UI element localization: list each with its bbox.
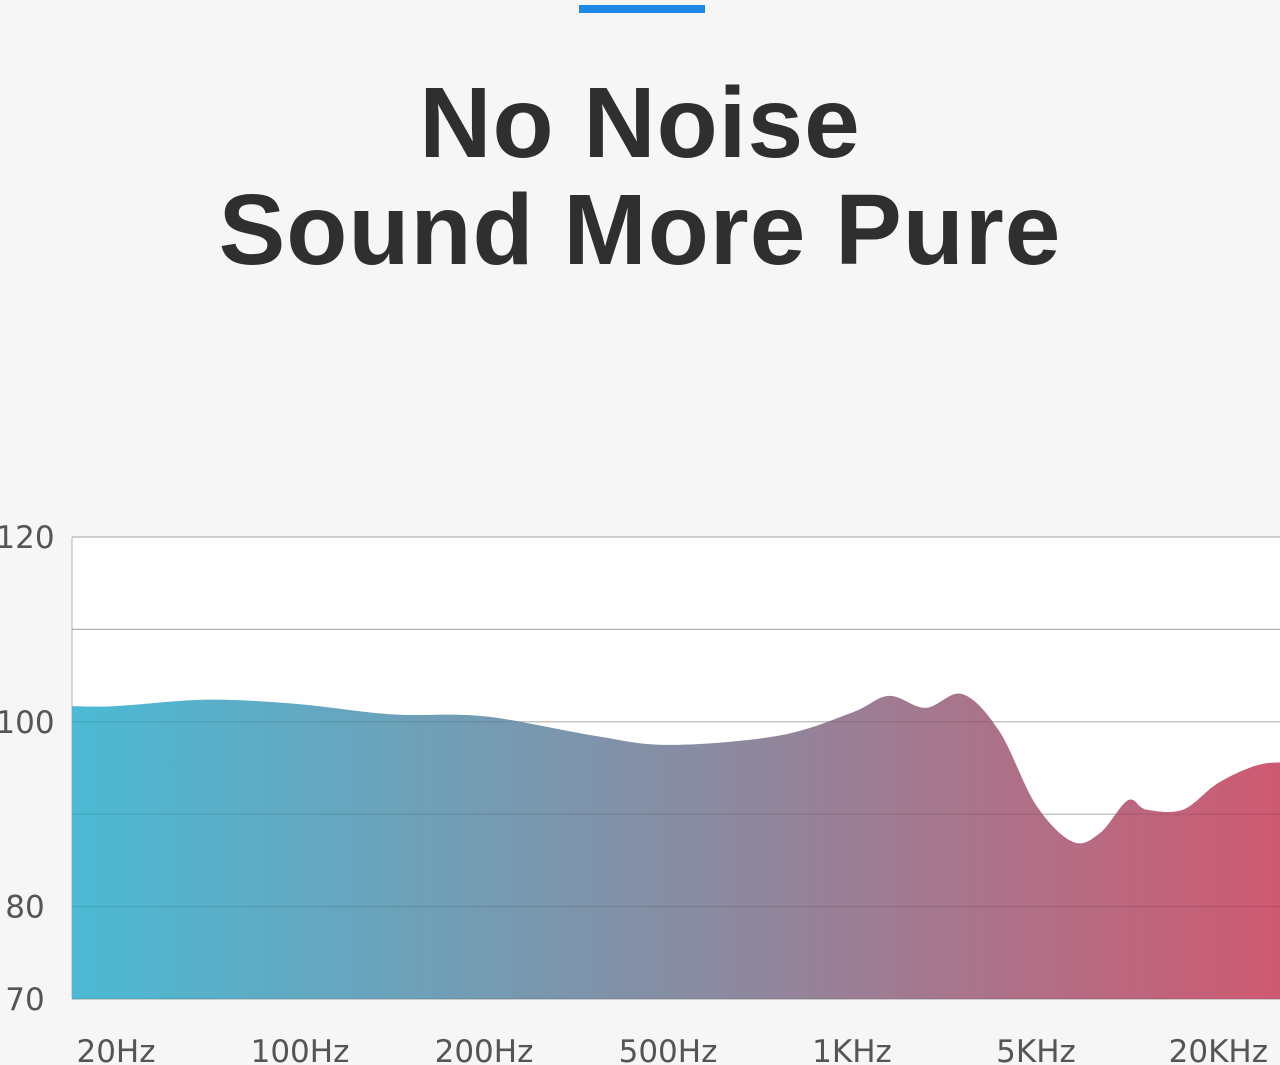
- y-tick-label: 120: [0, 520, 55, 556]
- headline-line-1: No Noise: [419, 67, 861, 179]
- y-tick-label: 100: [0, 705, 55, 741]
- y-axis-ticks: 120 100 80 70: [0, 520, 55, 1018]
- y-tick-label: 80: [5, 890, 44, 926]
- x-tick-label: 5KHz: [996, 1034, 1076, 1065]
- x-tick-label: 20Hz: [76, 1034, 155, 1065]
- x-tick-label: 100Hz: [251, 1034, 350, 1065]
- headline-line-2: Sound More Pure: [218, 174, 1062, 286]
- x-tick-label: 20KHz: [1169, 1034, 1268, 1065]
- y-tick-label: 70: [5, 982, 44, 1018]
- x-tick-label: 1KHz: [812, 1034, 892, 1065]
- frequency-response-area: [72, 693, 1280, 999]
- headline: No Noise Sound More Pure: [0, 70, 1280, 284]
- accent-bar: [579, 5, 705, 13]
- x-axis-ticks: 20Hz 100Hz 200Hz 500Hz 1KHz 5KHz 20KHz: [76, 1034, 1268, 1065]
- grid-overlay: [72, 536, 1280, 1000]
- x-tick-label: 200Hz: [435, 1034, 534, 1065]
- x-tick-label: 500Hz: [619, 1034, 718, 1065]
